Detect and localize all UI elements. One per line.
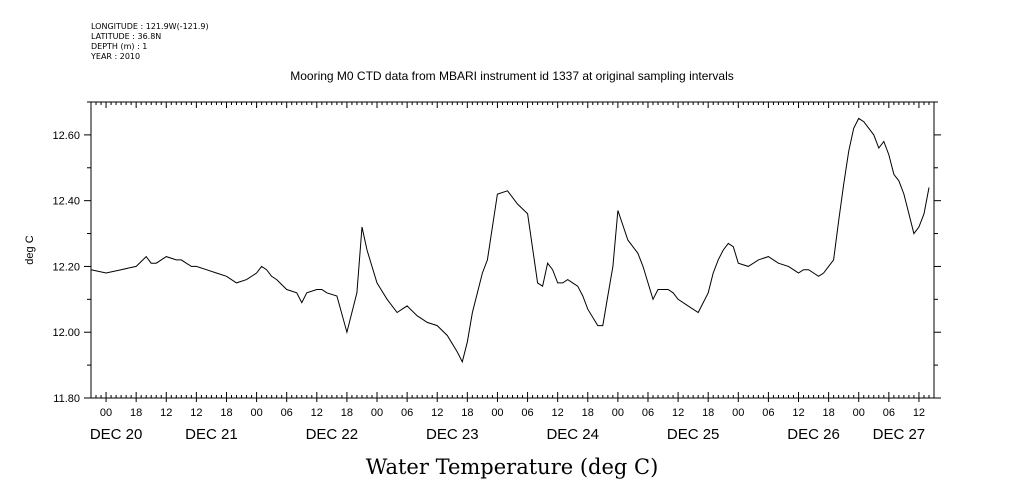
y-tick-label: 12.00 bbox=[52, 327, 80, 339]
x-tick-label: 00 bbox=[491, 407, 503, 419]
x-tick-label: 18 bbox=[130, 407, 142, 419]
temperature-series-line bbox=[90, 117, 930, 364]
y-tick-label: 12.20 bbox=[52, 261, 80, 273]
x-tick-label: 18 bbox=[341, 407, 353, 419]
x-tick-label: 12 bbox=[672, 407, 684, 419]
x-tick-label: 12 bbox=[160, 407, 172, 419]
y-axis-label: deg C bbox=[24, 235, 36, 264]
x-tick-label: 18 bbox=[461, 407, 473, 419]
x-tick-label: 00 bbox=[100, 407, 112, 419]
x-tick-label: 12 bbox=[431, 407, 443, 419]
x-tick-label: 00 bbox=[612, 407, 624, 419]
x-tick-label: 00 bbox=[250, 407, 262, 419]
x-tick-label: 18 bbox=[823, 407, 835, 419]
day-label: DEC 24 bbox=[546, 426, 599, 443]
chart-title: Mooring M0 CTD data from MBARI instrumen… bbox=[290, 69, 734, 83]
depth-text: DEPTH (m) : 1 bbox=[91, 42, 148, 51]
x-tick-label: 12 bbox=[913, 407, 925, 419]
year-text: YEAR : 2010 bbox=[91, 52, 141, 61]
x-tick-label: 06 bbox=[883, 407, 895, 419]
x-tick-label: 00 bbox=[853, 407, 865, 419]
x-tick-label: 18 bbox=[702, 407, 714, 419]
x-tick-label: 00 bbox=[732, 407, 744, 419]
day-label: DEC 26 bbox=[787, 426, 840, 443]
longitude-text: LONGITUDE : 121.9W(-121.9) bbox=[91, 22, 209, 31]
x-axis-label: Water Temperature (deg C) bbox=[366, 455, 659, 479]
x-tick-label: 18 bbox=[220, 407, 232, 419]
day-label: DEC 22 bbox=[306, 426, 359, 443]
x-tick-label: 06 bbox=[281, 407, 293, 419]
day-label: DEC 23 bbox=[426, 426, 479, 443]
x-tick-label: 12 bbox=[311, 407, 323, 419]
x-tick-label: 06 bbox=[401, 407, 413, 419]
day-label: DEC 20 bbox=[90, 426, 143, 443]
x-tick-label: 06 bbox=[521, 407, 533, 419]
y-axis: 11.80 12.00 12.20 12.40 12.60 bbox=[52, 101, 941, 405]
day-label: DEC 25 bbox=[667, 426, 720, 443]
x-tick-label: 12 bbox=[190, 407, 202, 419]
latitude-text: LATITUDE : 36.8N bbox=[91, 32, 162, 41]
metadata-block: LONGITUDE : 121.9W(-121.9) LATITUDE : 36… bbox=[91, 22, 209, 62]
plot-frame bbox=[90, 101, 935, 399]
day-label: DEC 21 bbox=[185, 426, 238, 443]
y-tick-label: 12.40 bbox=[52, 196, 80, 208]
x-tick-label: 06 bbox=[642, 407, 654, 419]
x-tick-label: 12 bbox=[552, 407, 564, 419]
x-axis: 12 18 00 06 12 18 00 06 12 18 00 06 12 18 00 06 12 18 00 06… bbox=[100, 398, 925, 419]
x-tick-label: 00 bbox=[371, 407, 383, 419]
x-tick-label: 18 bbox=[582, 407, 594, 419]
x-tick-label: 06 bbox=[762, 407, 774, 419]
day-label: DEC 27 bbox=[873, 426, 926, 443]
x-tick-label: 12 bbox=[792, 407, 804, 419]
y-tick-label: 12.60 bbox=[52, 130, 80, 142]
y-tick-label: 11.80 bbox=[53, 393, 80, 405]
frame-ticks bbox=[90, 102, 935, 398]
day-labels: DEC 20 DEC 21 DEC 22 DEC 23 DEC 24 DEC 25 DEC … bbox=[90, 426, 925, 443]
